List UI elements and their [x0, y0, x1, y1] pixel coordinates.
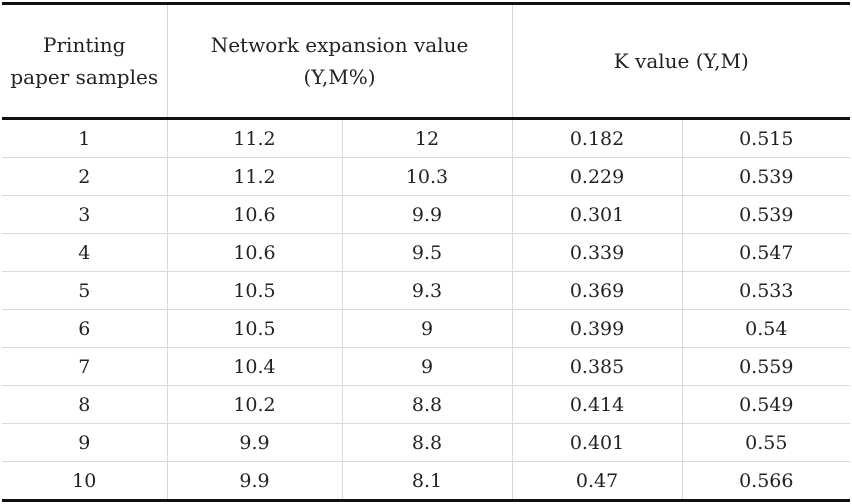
cell-network-y: 10.5 [167, 309, 343, 348]
cell-sample: 9 [2, 423, 168, 462]
header-printing-paper-samples: Printing paper samples [2, 2, 168, 120]
cell-sample: 7 [2, 347, 168, 386]
table-row: 6 10.5 9 0.399 0.54 [2, 309, 851, 348]
table-row: 5 10.5 9.3 0.369 0.533 [2, 271, 851, 310]
cell-network-y: 9.9 [167, 461, 343, 502]
cell-k-y: 0.369 [512, 271, 683, 310]
cell-k-y: 0.301 [512, 195, 683, 234]
table-header: Printing paper samples Network expansion… [2, 2, 851, 120]
cell-sample: 8 [2, 385, 168, 424]
cell-k-y: 0.414 [512, 385, 683, 424]
cell-k-m: 0.559 [682, 347, 851, 386]
cell-k-m: 0.55 [682, 423, 851, 462]
header-network-line2: (Y,M%) [303, 65, 376, 89]
cell-network-m: 9 [342, 309, 513, 348]
cell-sample: 6 [2, 309, 168, 348]
cell-network-m: 9.3 [342, 271, 513, 310]
table-row: 1 11.2 12 0.182 0.515 [2, 118, 851, 158]
cell-network-y: 10.5 [167, 271, 343, 310]
cell-network-y: 11.2 [167, 118, 343, 158]
header-k-value: K value (Y,M) [512, 2, 851, 120]
table-row: 9 9.9 8.8 0.401 0.55 [2, 423, 851, 462]
cell-sample: 4 [2, 233, 168, 272]
table-row: 8 10.2 8.8 0.414 0.549 [2, 385, 851, 424]
cell-network-m: 10.3 [342, 157, 513, 196]
header-network-line1: Network expansion value [210, 33, 469, 57]
cell-network-m: 12 [342, 118, 513, 158]
table-row: 2 11.2 10.3 0.229 0.539 [2, 157, 851, 196]
cell-network-m: 9.5 [342, 233, 513, 272]
cell-network-m: 8.8 [342, 423, 513, 462]
cell-network-y: 10.6 [167, 233, 343, 272]
table-row: 7 10.4 9 0.385 0.559 [2, 347, 851, 386]
cell-sample: 1 [2, 118, 168, 158]
cell-network-y: 10.6 [167, 195, 343, 234]
cell-network-m: 9 [342, 347, 513, 386]
table-row: 3 10.6 9.9 0.301 0.539 [2, 195, 851, 234]
header-samples-line1: Printing [43, 33, 126, 57]
cell-k-y: 0.47 [512, 461, 683, 502]
table-body: 1 11.2 12 0.182 0.515 2 11.2 10.3 0.229 0.539 3 10.… [2, 118, 851, 502]
cell-network-y: 11.2 [167, 157, 343, 196]
header-samples-line2: paper samples [10, 65, 159, 89]
cell-k-m: 0.54 [682, 309, 851, 348]
table-row: 10 9.9 8.1 0.47 0.566 [2, 461, 851, 502]
cell-k-m: 0.547 [682, 233, 851, 272]
table-row: 4 10.6 9.5 0.339 0.547 [2, 233, 851, 272]
cell-k-y: 0.182 [512, 118, 683, 158]
cell-network-y: 9.9 [167, 423, 343, 462]
header-row: Printing paper samples Network expansion… [2, 2, 851, 120]
cell-k-y: 0.385 [512, 347, 683, 386]
cell-sample: 3 [2, 195, 168, 234]
cell-network-m: 8.1 [342, 461, 513, 502]
cell-network-m: 9.9 [342, 195, 513, 234]
cell-k-m: 0.566 [682, 461, 851, 502]
cell-k-m: 0.533 [682, 271, 851, 310]
cell-k-m: 0.539 [682, 195, 851, 234]
cell-k-m: 0.515 [682, 118, 851, 158]
cell-sample: 5 [2, 271, 168, 310]
cell-network-y: 10.4 [167, 347, 343, 386]
cell-k-y: 0.339 [512, 233, 683, 272]
cell-sample: 10 [2, 461, 168, 502]
cell-k-y: 0.229 [512, 157, 683, 196]
cell-network-m: 8.8 [342, 385, 513, 424]
header-k-value-label: K value (Y,M) [613, 49, 749, 73]
cell-network-y: 10.2 [167, 385, 343, 424]
cell-k-m: 0.549 [682, 385, 851, 424]
cell-k-y: 0.401 [512, 423, 683, 462]
cell-k-y: 0.399 [512, 309, 683, 348]
cell-sample: 2 [2, 157, 168, 196]
header-network-expansion-value: Network expansion value (Y,M%) [167, 2, 513, 120]
cell-k-m: 0.539 [682, 157, 851, 196]
